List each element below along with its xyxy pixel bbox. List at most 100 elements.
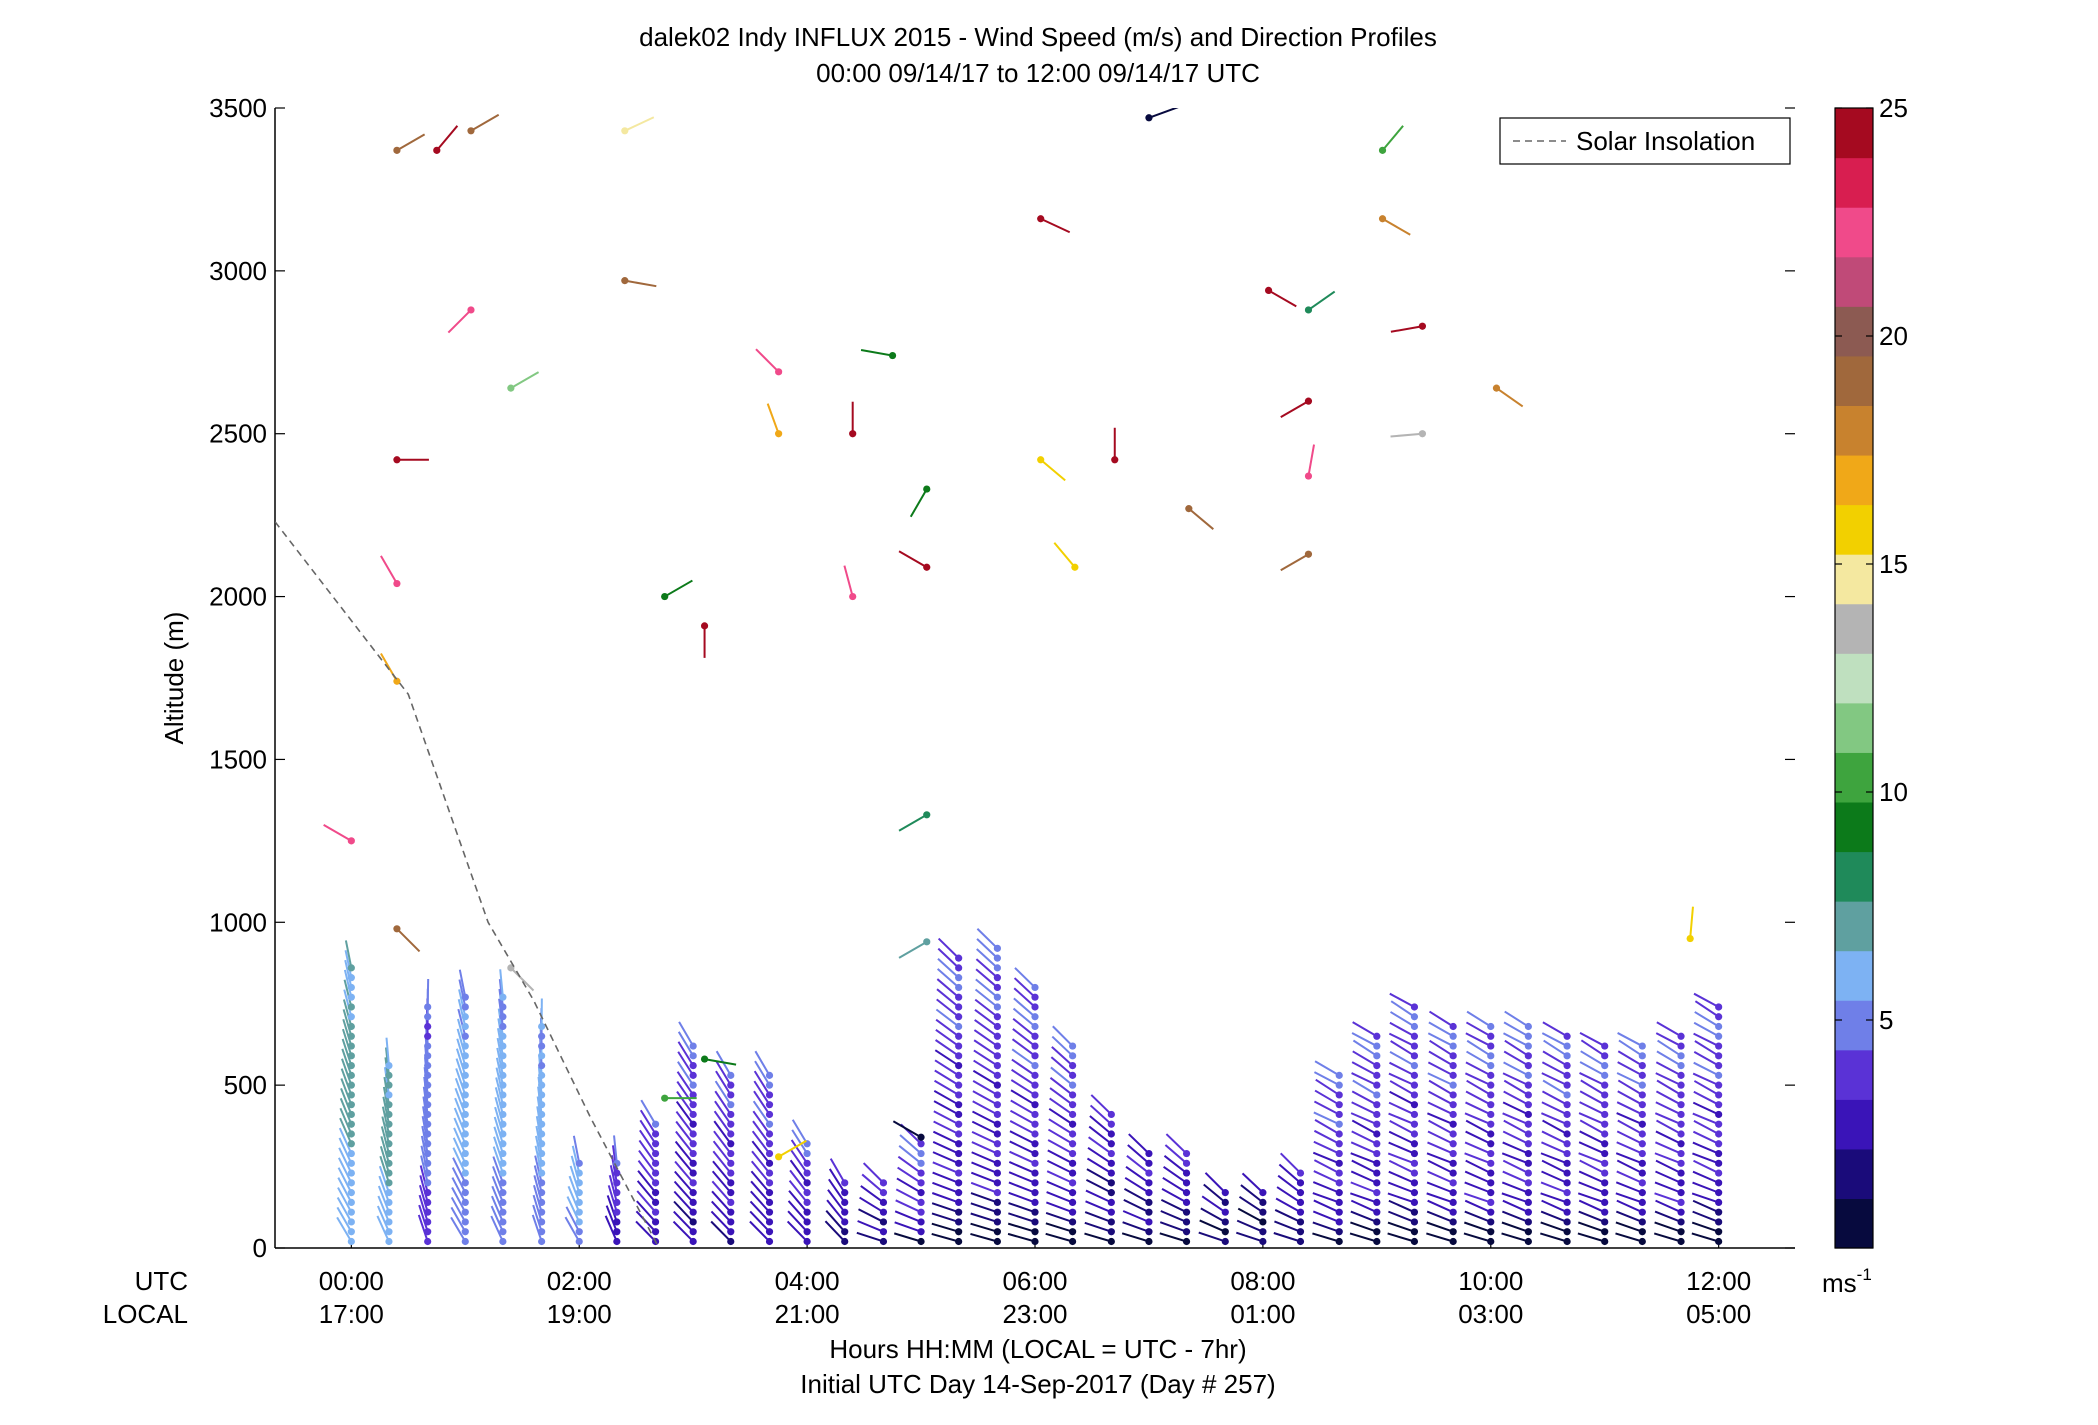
wind-barb-dot (1373, 1101, 1381, 1109)
wind-barb-shaft (829, 1158, 846, 1184)
wind-barb-shaft (458, 989, 467, 1017)
wind-barb-dot (1524, 1032, 1532, 1040)
wind-barb (1655, 1199, 1685, 1216)
wind-barb (1542, 1119, 1571, 1138)
wind-barb-dot (1259, 1189, 1267, 1197)
wind-barb-dot (424, 1159, 432, 1167)
wind-barb-shaft (1088, 1136, 1112, 1155)
wind-barb-shaft (860, 1185, 885, 1204)
wind-barb (1427, 1032, 1457, 1050)
wind-barb (677, 1061, 697, 1089)
wind-barb-shaft (1313, 1129, 1340, 1145)
wind-barb-dot (651, 1208, 660, 1216)
wind-barb (571, 1145, 583, 1177)
wind-barb (752, 1120, 774, 1148)
wind-barb-dot (993, 1071, 1001, 1079)
wind-barb-shaft (491, 1175, 504, 1203)
wind-barb-shaft (1502, 1101, 1529, 1116)
wind-barb-shaft (1540, 1210, 1568, 1223)
wind-barb-shaft (1617, 1090, 1643, 1106)
wind-barb (1122, 1221, 1153, 1236)
wind-barb-shaft (1540, 1152, 1568, 1165)
wind-barb-dot (1677, 1189, 1685, 1197)
wind-barb (973, 1029, 1001, 1050)
wind-barb-shaft (1692, 1141, 1720, 1155)
wind-barb (1390, 430, 1427, 438)
wind-barb-shaft (1084, 1211, 1112, 1223)
wind-barb-dot (385, 1091, 393, 1099)
wind-barb (675, 1120, 697, 1148)
wind-barb-shaft (1351, 1130, 1378, 1145)
wind-barb (380, 1126, 393, 1158)
wind-barb (1008, 1171, 1039, 1187)
wind-barb-dot (1563, 1081, 1571, 1089)
wind-barb-dot (1069, 1189, 1077, 1197)
wind-barb-shaft (337, 1177, 353, 1203)
wind-barb-shaft (1578, 1152, 1606, 1165)
wind-barb-shaft (1616, 1159, 1643, 1174)
wind-barb (419, 1165, 432, 1197)
wind-barb-dot (1638, 1101, 1646, 1109)
wind-barb-dot (727, 1237, 735, 1246)
wind-barb (1428, 1010, 1457, 1031)
wind-barb-dot (1601, 1228, 1609, 1236)
wind-barb-dot (385, 1208, 393, 1216)
wind-barb (454, 1077, 469, 1109)
wind-barb (637, 1160, 660, 1187)
wind-barb (1008, 1181, 1039, 1197)
wind-barb-dot (727, 1110, 735, 1119)
wind-barb-shaft (533, 1175, 543, 1203)
wind-barb-dot (1031, 1042, 1039, 1050)
wind-barb-dot (385, 1159, 393, 1167)
wind-barb-shaft (1387, 1181, 1415, 1194)
wind-barb-shaft (1427, 1159, 1454, 1174)
wind-barb-shaft (493, 1116, 504, 1145)
wind-barb (1199, 1219, 1229, 1236)
wind-barb-dot (993, 1130, 1001, 1138)
wind-barb-shaft (1618, 1039, 1643, 1057)
wind-barb-shaft (638, 1139, 657, 1164)
wind-barb (1053, 542, 1079, 571)
wind-barb-dot (1378, 146, 1387, 154)
wind-barb-shaft (455, 1048, 467, 1076)
wind-barb-shaft (1692, 1101, 1720, 1116)
wind-barb (1504, 1010, 1532, 1031)
wind-barb-dot (1638, 1198, 1646, 1206)
wind-barb-dot (1335, 1071, 1343, 1079)
wind-barb-shaft (1691, 1192, 1719, 1204)
wind-barb-dot (347, 993, 355, 1001)
wind-barb-shaft (420, 1135, 429, 1164)
wind-barb (1388, 1072, 1419, 1089)
wind-barb (1465, 1021, 1495, 1040)
wind-barb-shaft (1350, 1170, 1378, 1184)
wind-barb-dot (1563, 1091, 1571, 1099)
wind-barb-shaft (932, 1161, 960, 1175)
wind-barb (1352, 1021, 1381, 1040)
wind-barb-dot (1487, 1208, 1495, 1216)
wind-barb-shaft (1008, 1161, 1036, 1175)
wind-barb-shaft (1503, 1021, 1529, 1038)
wind-barb (933, 1100, 963, 1119)
wind-barb (1387, 1152, 1419, 1167)
wind-barb (1275, 1197, 1305, 1216)
wind-barb (1654, 1152, 1685, 1167)
wind-barb (1654, 1221, 1685, 1236)
wind-barb (931, 1202, 963, 1216)
wind-barb-shaft (1615, 1221, 1643, 1233)
wind-barb (1388, 1199, 1419, 1216)
wind-barb (1653, 1232, 1685, 1246)
wind-barb-shaft (1653, 1232, 1682, 1243)
wind-barb-dot (1410, 1110, 1419, 1119)
wind-barb-shaft (497, 1028, 504, 1057)
wind-barb-shaft (970, 1171, 998, 1184)
wind-barb (1127, 1144, 1153, 1167)
wind-barb (1504, 1039, 1532, 1060)
wind-barb-shaft (1427, 1072, 1454, 1087)
wind-barb (711, 1200, 735, 1226)
wind-barb-dot (700, 622, 709, 630)
wind-barb (1312, 1192, 1343, 1206)
wind-barb-shaft (1692, 1170, 1720, 1184)
wind-barb (1387, 1192, 1419, 1206)
wind-barb-dot (1410, 1159, 1419, 1167)
wind-barb (1692, 1152, 1723, 1167)
